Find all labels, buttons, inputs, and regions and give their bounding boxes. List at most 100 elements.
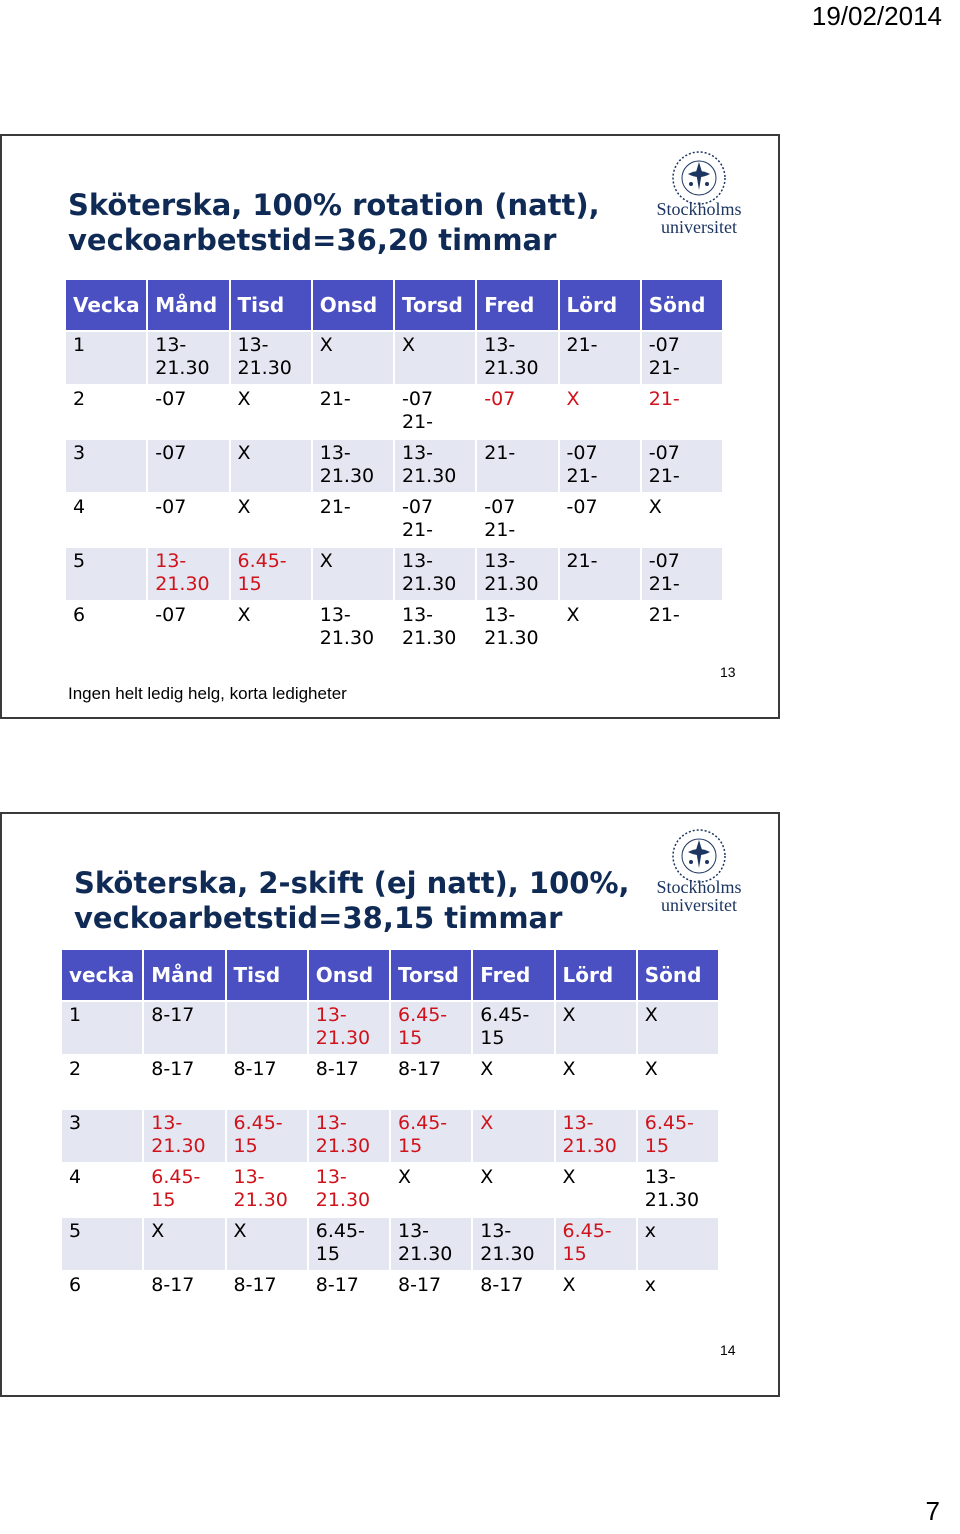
table-cell: 2 [62, 1056, 143, 1108]
table-cell: 5 [62, 1218, 143, 1270]
table-cell: 6 [66, 602, 147, 654]
table-cell: 8-17 [473, 1272, 554, 1324]
table-cell: -07 21- [641, 332, 722, 384]
slide-note: Ingen helt ledig helg, korta ledigheter [68, 684, 347, 703]
table-cell: 13- 21.30 [308, 1110, 389, 1162]
logo-text-line-2: universitet [661, 895, 737, 915]
slide-number: 13 [720, 664, 736, 680]
table-cell: X [391, 1164, 472, 1216]
header-cell: Månd [148, 280, 229, 330]
table-cell: 13- 21.30 [308, 1002, 389, 1054]
header-cell: Tisd [226, 950, 307, 1000]
header-row: vecka Månd Tisd Onsd Torsd Fred Lörd Sön… [62, 950, 718, 1000]
table-cell: 3 [66, 440, 147, 492]
table-cell: 13- 21.30 [144, 1110, 225, 1162]
header-cell: Tisd [230, 280, 311, 330]
table-cell: X [637, 1002, 718, 1054]
table-row: 2 8-17 8-17 8-17 8-17 X X X [62, 1056, 718, 1108]
table-cell: 3 [62, 1110, 143, 1162]
table-row: 3 -07 X 13- 21.30 13- 21.30 21- -07 21- … [66, 440, 722, 492]
schedule-table: vecka Månd Tisd Onsd Torsd Fred Lörd Sön… [60, 948, 720, 1326]
table-row: 5 X X 6.45- 15 13- 21.30 13- 21.30 6.45-… [62, 1218, 718, 1270]
table-cell: 21- [312, 494, 393, 546]
table-cell: X [555, 1056, 636, 1108]
header-cell: Sönd [637, 950, 718, 1000]
table-cell: 2 [66, 386, 147, 438]
table-row: 6 -07 X 13- 21.30 13- 21.30 13- 21.30 X … [66, 602, 722, 654]
table-cell: X [312, 548, 393, 600]
table-cell: 4 [66, 494, 147, 546]
title-line-2: veckoarbetstid=36,20 timmar [68, 223, 557, 257]
table-cell: 13- 21.30 [148, 548, 229, 600]
table-cell: 13- 21.30 [637, 1164, 718, 1216]
table-cell: 13- 21.30 [226, 1164, 307, 1216]
title-line-2: veckoarbetstid=38,15 timmar [74, 901, 563, 935]
table-cell: 6 [62, 1272, 143, 1324]
header-row: Vecka Månd Tisd Onsd Torsd Fred Lörd Sön… [66, 280, 722, 330]
stockholm-university-logo: Stockholms universitet [644, 150, 754, 242]
table-cell: 8-17 [391, 1272, 472, 1324]
page-number: 7 [925, 1496, 940, 1526]
header-cell: Sönd [641, 280, 722, 330]
table-cell: 6.45- 15 [555, 1218, 636, 1270]
header-cell: Vecka [66, 280, 147, 330]
table-cell: 8-17 [144, 1056, 225, 1108]
table-cell: 13- 21.30 [555, 1110, 636, 1162]
logo-text-line-1: Stockholms [656, 199, 742, 219]
table-cell: 1 [66, 332, 147, 384]
table-cell: 21- [312, 386, 393, 438]
header-cell: Onsd [308, 950, 389, 1000]
table-cell: X [230, 602, 311, 654]
table-cell: X [555, 1002, 636, 1054]
header-cell: Fred [473, 950, 554, 1000]
table-cell: -07 [148, 494, 229, 546]
table-cell: 5 [66, 548, 147, 600]
header-cell: Månd [144, 950, 225, 1000]
header-cell: Onsd [312, 280, 393, 330]
table-cell: -07 21- [395, 494, 476, 546]
table-cell: X [473, 1110, 554, 1162]
table-cell: 13- 21.30 [477, 602, 558, 654]
table-cell: 1 [62, 1002, 143, 1054]
header-cell: vecka [62, 950, 143, 1000]
table-cell: 6.45- 15 [308, 1218, 389, 1270]
table-cell: 13- 21.30 [308, 1164, 389, 1216]
table-cell: X [555, 1164, 636, 1216]
title-line-1: Sköterska, 100% rotation (natt), [68, 188, 600, 222]
table-cell: X [559, 602, 640, 654]
table-row: 1 13- 21.30 13- 21.30 X X 13- 21.30 21- … [66, 332, 722, 384]
table-cell: 4 [62, 1164, 143, 1216]
table-row: 4 6.45- 15 13- 21.30 13- 21.30 X X X 13-… [62, 1164, 718, 1216]
table-cell: 6.45- 15 [144, 1164, 225, 1216]
table-cell: X [555, 1272, 636, 1324]
table-cell: X [312, 332, 393, 384]
table-cell: 6.45- 15 [391, 1002, 472, 1054]
table-cell: 13- 21.30 [477, 332, 558, 384]
table-cell: 13- 21.30 [312, 440, 393, 492]
slide-13: Sköterska, 100% rotation (natt), veckoar… [0, 134, 780, 719]
university-crest-icon [672, 151, 726, 205]
table-cell: 8-17 [308, 1056, 389, 1108]
table-cell: 13- 21.30 [230, 332, 311, 384]
table-cell: 13- 21.30 [391, 1218, 472, 1270]
slide-14: Sköterska, 2-skift (ej natt), 100%, veck… [0, 812, 780, 1397]
table-cell: 8-17 [144, 1272, 225, 1324]
table-cell: x [637, 1272, 718, 1324]
slide-title: Sköterska, 2-skift (ej natt), 100%, veck… [74, 866, 630, 936]
slide-number: 14 [720, 1342, 736, 1358]
table-cell: 6.45- 15 [226, 1110, 307, 1162]
table-cell: X [559, 386, 640, 438]
table-cell: 13- 21.30 [395, 548, 476, 600]
table-cell: 8-17 [226, 1056, 307, 1108]
table-cell: X [144, 1218, 225, 1270]
table-cell: -07 21- [641, 440, 722, 492]
table-cell: X [230, 440, 311, 492]
table-cell: 8-17 [391, 1056, 472, 1108]
table-cell: 13- 21.30 [395, 602, 476, 654]
table-cell: 21- [477, 440, 558, 492]
slide-title: Sköterska, 100% rotation (natt), veckoar… [68, 188, 600, 258]
table-row: 6 8-17 8-17 8-17 8-17 8-17 X x [62, 1272, 718, 1324]
table-cell: 8-17 [226, 1272, 307, 1324]
table-cell: X [637, 1056, 718, 1108]
table-cell: -07 [559, 494, 640, 546]
